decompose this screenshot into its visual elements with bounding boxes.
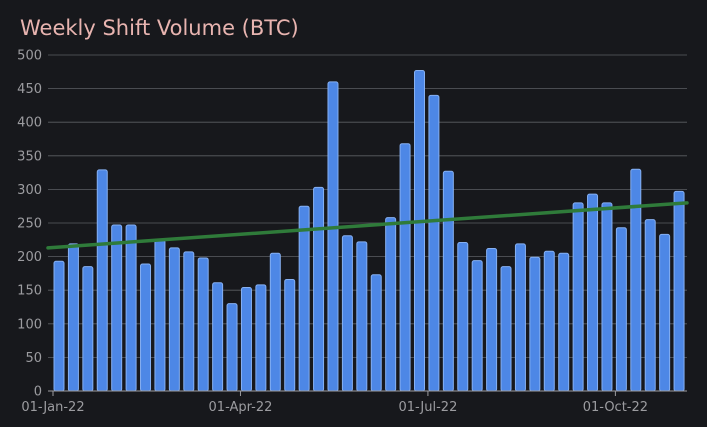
y-tick-label: 400 [17,116,42,131]
bar [154,239,166,392]
y-tick-label: 500 [17,49,42,64]
bar [673,190,685,392]
bar [601,202,613,392]
trend-line [46,201,689,250]
y-tick-label: 100 [17,317,42,332]
bar [385,217,397,392]
y-tick-label: 450 [17,82,42,97]
y-tick-label: 250 [17,217,42,232]
bar [529,256,541,392]
bar [82,266,94,392]
bar [486,248,498,392]
bar [572,202,584,392]
bar [226,303,238,392]
y-tick-label: 350 [17,149,42,164]
bar [313,186,325,392]
bar [96,169,108,392]
bar [399,143,411,392]
chart-title: Weekly Shift Volume (BTC) [20,16,299,40]
x-tick-label: 01-Oct-22 [583,400,648,415]
bar [284,278,296,392]
bar [53,260,65,392]
bar [644,219,656,392]
bar [587,193,599,392]
y-tick-label: 200 [17,250,42,265]
bar [298,205,310,392]
x-tick-label: 01-Jul-22 [398,400,457,415]
x-tick-label: 01-Apr-22 [209,400,273,415]
bar [500,266,512,392]
bar [414,69,425,392]
y-tick-label: 150 [17,284,42,299]
bar [212,282,224,392]
y-tick-label: 50 [25,351,42,366]
bar [471,260,483,392]
bar [630,168,642,392]
bar [255,284,267,392]
bar [125,224,137,392]
bar [543,250,555,392]
bar [558,252,570,392]
y-tick-label: 300 [17,183,42,198]
bar [370,274,382,392]
bar [659,233,671,392]
bar [183,251,195,392]
y-tick-label: 0 [34,385,42,400]
bar [168,247,180,392]
bar [442,170,454,392]
bar [269,252,281,392]
x-tick-label: 01-Jan-22 [21,400,84,415]
bar [615,227,627,392]
bar [428,94,440,392]
bar [514,243,526,392]
bar [240,287,252,392]
bar [197,257,209,392]
bar [457,241,469,392]
bar [67,243,79,392]
bar [341,235,353,392]
bar [111,224,123,392]
bar [140,263,152,392]
bar [327,81,339,392]
bar [356,241,368,392]
